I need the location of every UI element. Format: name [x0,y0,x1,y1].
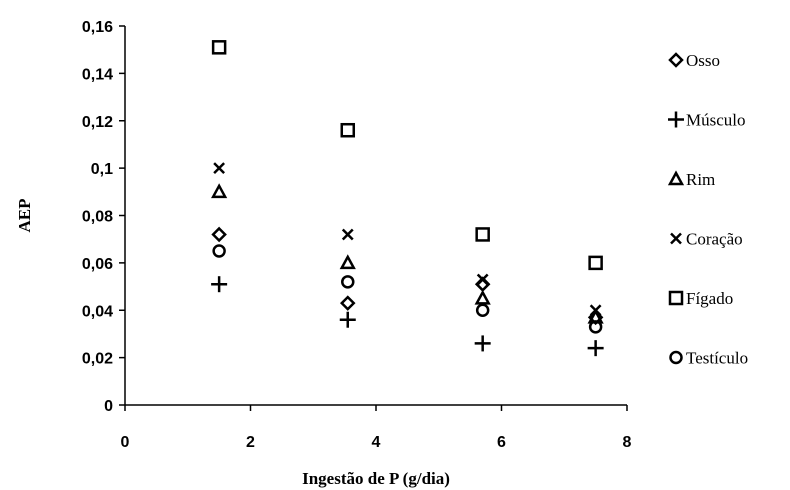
legend-item: Coração [670,230,743,249]
data-point-x [476,273,489,286]
y-tick-label: 0,12 [82,114,113,131]
x-tick-label: 2 [246,434,255,451]
data-point-square [475,227,490,242]
legend-marker-plus [668,111,684,128]
x-tick-label: 8 [623,434,632,451]
x-axis-title: Ingestão de P (g/dia) [302,469,450,488]
legend-item: Fígado [668,289,733,308]
legend-label: Coração [686,230,743,249]
y-tick-label: 0,14 [82,66,113,83]
x-axis-ticks: 0 2 4 6 8 [121,405,632,451]
data-point-plus [474,335,491,352]
data-point-triangle [474,289,491,305]
legend-label: Fígado [686,289,733,308]
data-point-circle [212,244,226,258]
data-points [211,40,604,357]
y-tick-label: 0 [104,398,113,415]
data-point-diamond [211,226,227,243]
legend-marker-circle [669,350,683,365]
legend-marker-diamond [668,52,684,68]
data-point-square [211,40,227,55]
legend-label: Testículo [686,349,748,368]
legend-label: Músculo [686,111,746,130]
y-tick-label: 0,04 [82,303,113,320]
data-point-triangle [211,183,228,199]
legend-marker-triangle [667,170,685,186]
legend-label: Osso [686,51,720,70]
data-point-plus [339,311,356,328]
data-point-diamond [339,295,356,311]
data-point-circle [588,320,603,334]
x-tick-label: 6 [497,434,506,451]
legend-marker-x [670,232,682,245]
x-tick-label: 4 [372,434,381,451]
legend-item: Músculo [668,111,746,130]
data-point-square [340,122,356,138]
y-tick-label: 0,08 [82,209,113,226]
legend-item: Osso [668,51,720,70]
y-axis-ticks: 0 0,02 0,04 0,06 0,08 0,1 0,12 0,14 0,16 [82,19,125,415]
y-tick-label: 0,06 [82,256,113,273]
x-tick-label: 0 [121,434,130,451]
y-tick-label: 0,02 [82,351,113,368]
y-tick-label: 0,1 [91,161,113,178]
data-point-x [213,162,226,175]
data-point-square [588,255,603,271]
data-point-plus [587,340,604,357]
legend-item: Testículo [669,349,748,368]
data-point-x [589,304,602,317]
y-axis-title: AEP [15,199,34,233]
data-point-triangle [339,254,356,270]
data-point-x [341,228,354,241]
data-point-circle [475,303,490,317]
y-tick-label: 0,16 [82,19,113,36]
legend-item: Rim [667,170,715,189]
data-point-circle [341,275,355,289]
legend-label: Rim [686,170,715,189]
legend: Osso Músculo Rim Coração Fígado Testículo [667,51,748,368]
legend-marker-square [668,290,684,306]
data-point-plus [211,276,228,293]
